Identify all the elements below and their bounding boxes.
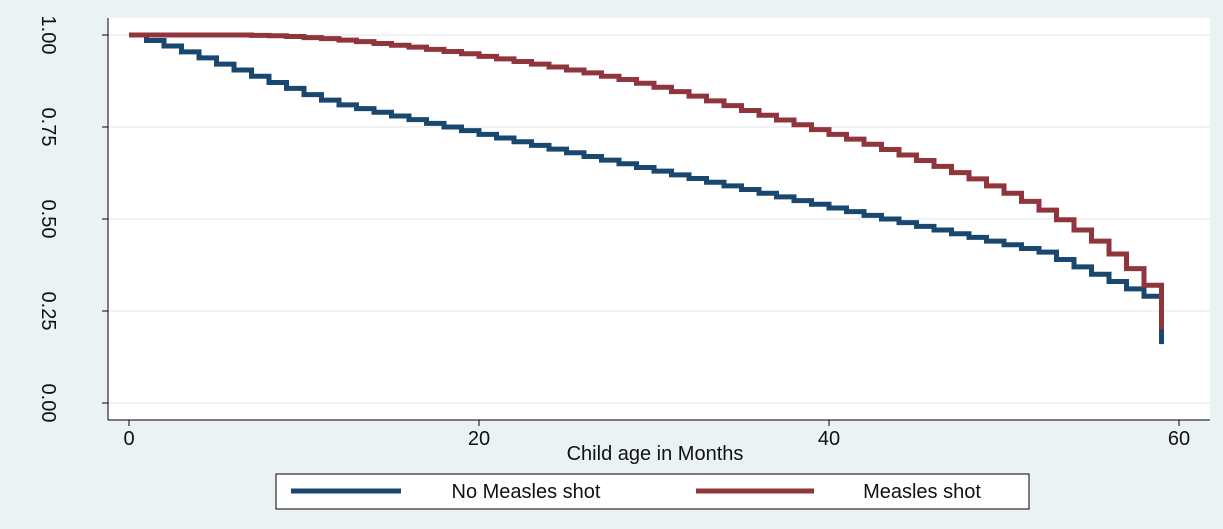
- x-axis-title: Child age in Months: [567, 443, 744, 465]
- x-tick-label: 40: [818, 428, 840, 450]
- x-tick-label: 0: [123, 428, 134, 450]
- x-tick-label: 60: [1168, 428, 1190, 450]
- x-tick-label: 20: [468, 428, 490, 450]
- legend-box: [275, 473, 1030, 510]
- y-tick-label: 0.25: [37, 292, 59, 331]
- y-tick-label: 0.75: [37, 108, 59, 147]
- y-tick-label: 0.50: [37, 200, 59, 239]
- y-tick-label: 1.00: [37, 16, 59, 55]
- legend-label-measles-shot: Measles shot: [863, 481, 981, 503]
- axes: 0.00 0.25 0.50 0.75 1.00 0 20 40 60: [37, 16, 1210, 450]
- legend-label-no-measles-shot: No Measles shot: [452, 481, 601, 503]
- series-lines: [129, 32, 1164, 345]
- series-line-measles-shot: [129, 32, 1164, 330]
- y-tick-label: 0.00: [37, 384, 59, 423]
- legend: No Measles shot Measles shot: [275, 473, 1030, 510]
- series-line-no-measles-shot: [129, 32, 1164, 345]
